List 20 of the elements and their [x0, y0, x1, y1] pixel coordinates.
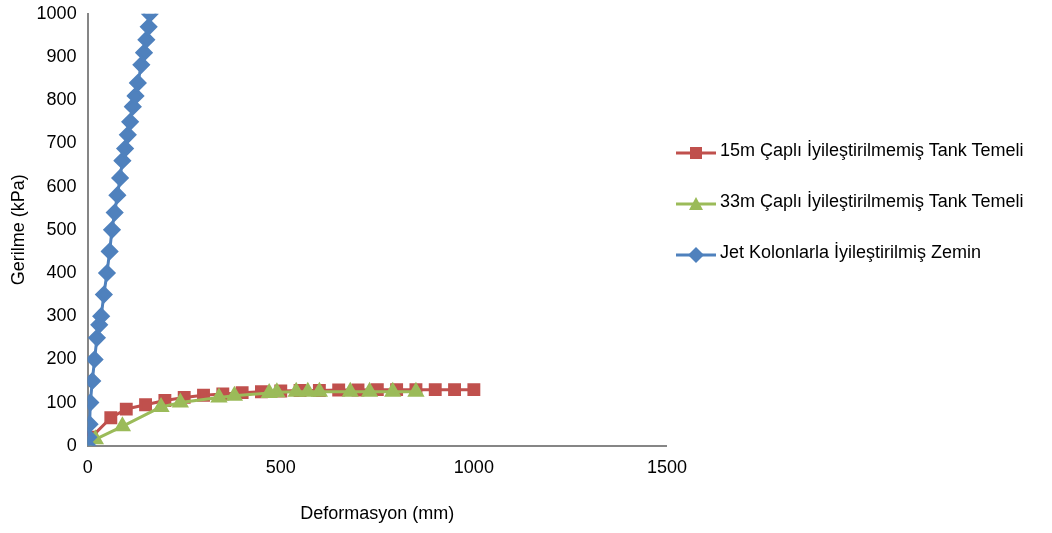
y-tick-label: 400: [46, 261, 77, 282]
x-axis-title: Deformasyon (mm): [300, 503, 455, 524]
x-tick-label: 0: [82, 456, 93, 477]
y-tick-label: 200: [46, 348, 77, 369]
x-tick-label: 1000: [453, 456, 494, 477]
legend-label: 15m Çaplı İyileştirilmemiş Tank Temeli: [720, 140, 1024, 161]
y-tick-label: 600: [46, 175, 77, 196]
legend-label: 33m Çaplı İyileştirilmemiş Tank Temeli: [720, 191, 1024, 212]
y-tick-label: 900: [46, 45, 77, 66]
legend-label: Jet Kolonlarla İyileştirilmiş Zemin: [720, 242, 982, 263]
x-tick-label: 1500: [646, 456, 687, 477]
y-tick-label: 100: [46, 391, 77, 412]
y-tick-label: 800: [46, 89, 77, 110]
y-tick-label: 300: [46, 305, 77, 326]
y-tick-label: 700: [46, 132, 77, 153]
y-tick-label: 1000: [36, 2, 77, 23]
x-tick-label: 500: [265, 456, 296, 477]
y-tick-label: 500: [46, 218, 77, 239]
y-axis-title: Gerilme (kPa): [7, 174, 28, 286]
y-tick-label: 0: [66, 434, 77, 455]
